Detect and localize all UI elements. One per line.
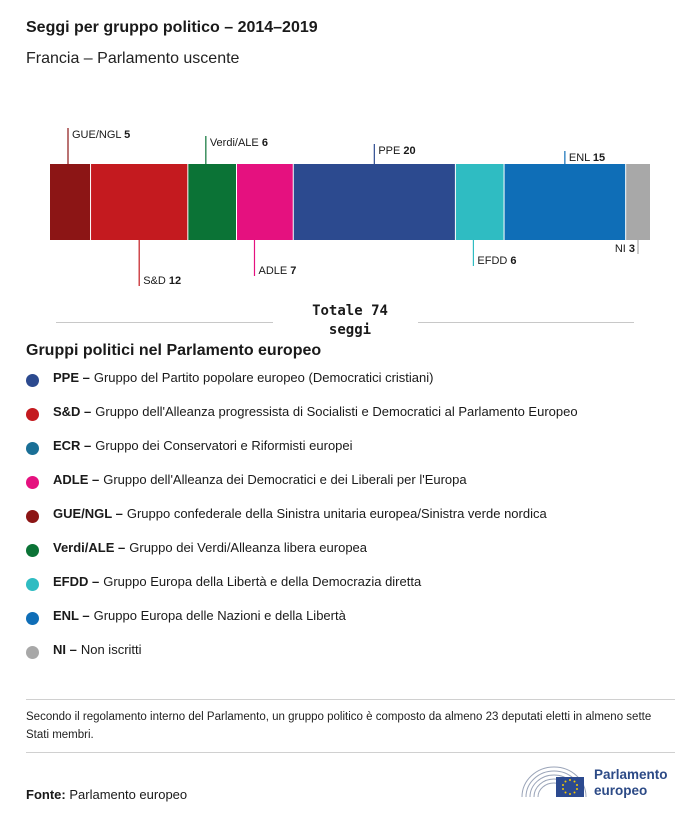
legend-color-dot [26, 646, 39, 659]
total-divider-left [56, 322, 273, 323]
total-line-1: Totale 74 [312, 303, 388, 319]
logo-text: Parlamento europeo [594, 767, 668, 799]
legend-item: GUE/NGL – Gruppo confederale della Sinist… [26, 506, 686, 540]
legend-abbr: S&D – [53, 404, 92, 419]
segment-label-name: Verdi/ALE [210, 137, 262, 149]
european-parliament-logo[interactable]: Parlamento europeo [520, 763, 680, 803]
logo-line-2: europeo [594, 783, 648, 798]
legend-abbr: GUE/NGL – [53, 506, 123, 521]
legend-abbr: ECR – [53, 438, 92, 453]
legend-abbr: PPE – [53, 370, 90, 385]
segment-label-name: S&D [143, 275, 169, 287]
segment-label-value: 5 [124, 129, 130, 141]
total-line-2: seggi [328, 322, 372, 338]
legend-color-dot [26, 374, 39, 387]
bar-segment-adle [236, 164, 294, 240]
chart-title: Seggi per gruppo politico – 2014–2019 [26, 19, 318, 36]
legend-description: Gruppo dei Conservatori e Riformisti eur… [95, 438, 353, 453]
segment-label-name: ADLE [258, 265, 290, 277]
logo-line-1: Parlamento [594, 767, 668, 782]
legend-abbr: ENL – [53, 608, 90, 623]
legend-abbr: EFDD – [53, 574, 100, 589]
segment-label-name: NI [615, 243, 629, 255]
legend-abbr: ADLE – [53, 472, 100, 487]
segment-label-value: 20 [403, 145, 415, 157]
bar-segment-ni [625, 164, 650, 240]
legend-item: ECR – Gruppo dei Conservatori e Riformist… [26, 438, 686, 472]
legend-color-dot [26, 578, 39, 591]
bar-segment-efdd [455, 164, 505, 240]
legend-description: Non iscritti [80, 642, 142, 657]
legend-item: NI – Non iscritti [26, 642, 686, 676]
note-bottom-divider [26, 752, 675, 753]
legend-description: Gruppo Europa della Libertà e della Demo… [103, 574, 422, 589]
legend-color-dot [26, 476, 39, 489]
parliament-hemicycle-icon [521, 766, 587, 798]
segment-label-ppe: PPE 20 [378, 145, 415, 157]
segment-label-name: GUE/NGL [72, 129, 124, 141]
segment-label-value: 7 [290, 265, 296, 277]
bar-segment-gue-ngl [50, 164, 91, 240]
stacked-seat-bar-chart: GUE/NGL 5 S&D 12 Verdi/ALE 6 ADLE 7 PPE 20 EF… [50, 128, 650, 287]
legend-item: ENL – Gruppo Europa delle Nazioni e della… [26, 608, 686, 642]
legend-item: S&D – Gruppo dell'Alleanza progressista d… [26, 404, 686, 438]
segment-label-name: EFDD [477, 255, 510, 267]
legend-item: ADLE – Gruppo dell'Alleanza dei Democrati… [26, 472, 686, 506]
legend-item: EFDD – Gruppo Europa della Libertà e dell… [26, 574, 686, 608]
footnote: Secondo il regolamento interno del Parla… [26, 711, 652, 741]
legend-title: Gruppi politici nel Parlamento europeo [26, 342, 322, 359]
bar-segment-s-d [90, 164, 188, 240]
segment-label-value: 12 [169, 275, 181, 287]
source-label: Fonte: [26, 787, 66, 802]
segment-label-value: 6 [510, 255, 516, 267]
source-text: Parlamento europeo [69, 787, 188, 802]
legend-item: Verdi/ALE – Gruppo dei Verdi/Alleanza lib… [26, 540, 686, 574]
legend-description: Gruppo dell'Alleanza progressista di Soc… [95, 404, 578, 419]
segment-label-name: PPE [378, 145, 403, 157]
legend-color-dot [26, 510, 39, 523]
legend-description: Gruppo del Partito popolare europeo (Dem… [93, 370, 434, 385]
segment-label-value: 3 [629, 243, 635, 255]
legend-description: Gruppo dei Verdi/Alleanza libera europea [129, 540, 368, 555]
legend-description: Gruppo dell'Alleanza dei Democratici e d… [103, 472, 467, 487]
bar-segment-ppe [293, 164, 456, 240]
segment-label-gue-ngl: GUE/NGL 5 [72, 129, 130, 141]
chart-subtitle: Francia – Parlamento uscente [26, 50, 240, 67]
total-divider-right [418, 322, 634, 323]
segment-label-name: ENL [569, 152, 593, 164]
legend-description: Gruppo Europa delle Nazioni e della Libe… [93, 608, 346, 623]
segment-label-adle: ADLE 7 [258, 265, 296, 277]
legend-abbr: NI – [53, 642, 77, 657]
legend-color-dot [26, 408, 39, 421]
segment-label-value: 15 [593, 152, 605, 164]
legend-color-dot [26, 544, 39, 557]
bar-segment-verdi-ale [187, 164, 237, 240]
segment-label-ni: NI 3 [615, 243, 635, 255]
legend-item: PPE – Gruppo del Partito popolare europeo… [26, 370, 686, 404]
segment-label-enl: ENL 15 [569, 152, 605, 164]
note-top-divider [26, 699, 675, 700]
source-line: Fonte: Parlamento europeo [26, 787, 187, 802]
segment-label-s-d: S&D 12 [143, 275, 181, 287]
segment-label-verdi-ale: Verdi/ALE 6 [210, 137, 268, 149]
legend-abbr: Verdi/ALE – [53, 540, 126, 555]
segment-label-efdd: EFDD 6 [477, 255, 516, 267]
legend-color-dot [26, 612, 39, 625]
bar-segment-enl [504, 164, 626, 240]
legend: PPE – Gruppo del Partito popolare europeo… [26, 370, 686, 676]
legend-color-dot [26, 442, 39, 455]
total-seats: Totale 74 seggi [270, 302, 430, 340]
segment-label-value: 6 [262, 137, 268, 149]
legend-description: Gruppo confederale della Sinistra unitar… [126, 506, 547, 521]
